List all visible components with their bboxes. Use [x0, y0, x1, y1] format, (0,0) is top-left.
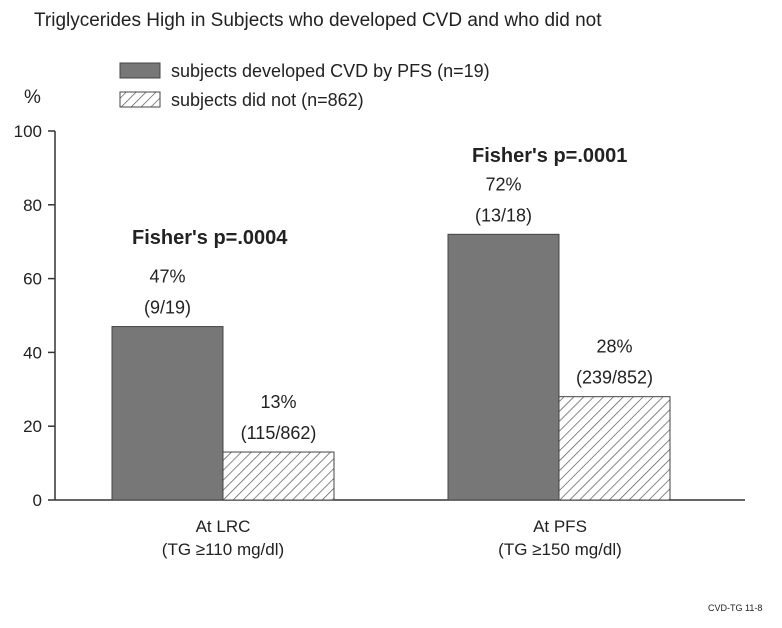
y-tick-label: 80 [23, 196, 42, 215]
data-label-fraction: (9/19) [144, 298, 191, 318]
y-axis-label: % [24, 87, 41, 108]
legend-label-developed: subjects developed CVD by PFS (n=19) [171, 61, 490, 81]
data-label-fraction: (13/18) [475, 205, 532, 225]
y-tick-label: 60 [23, 270, 42, 289]
bar-did-not-lrc [222, 451, 335, 501]
data-label-percent: 72% [485, 174, 521, 194]
y-tick-label: 20 [23, 417, 42, 436]
legend-swatch-hatched [119, 91, 161, 108]
data-label-percent: 28% [596, 337, 632, 357]
legend-label-did-not: subjects did not (n=862) [171, 90, 364, 110]
data-label-fraction: (115/862) [241, 423, 317, 443]
fisher-annotation-lrc: Fisher's p=.0004 [132, 227, 288, 249]
bar-developed-lrc [111, 326, 224, 501]
data-label-percent: 47% [149, 267, 185, 287]
category-label-lrc-line1: At LRC [196, 517, 251, 536]
category-label-pfs-line1: At PFS [533, 517, 587, 536]
data-label-percent: 13% [260, 392, 296, 412]
chart-title: Triglycerides High in Subjects who devel… [34, 10, 602, 31]
y-tick-label: 100 [14, 122, 42, 141]
fisher-annotation-pfs: Fisher's p=.0001 [472, 145, 627, 167]
y-tick-label: 0 [33, 491, 42, 510]
category-label-pfs-line2: (TG ≥150 mg/dl) [498, 540, 622, 559]
bar-developed-pfs [447, 233, 560, 501]
data-label-fraction: (239/852) [576, 368, 653, 388]
footer-code: CVD-TG 11-8 [708, 603, 762, 613]
y-tick-label: 40 [23, 343, 42, 362]
category-label-lrc-line2: (TG ≥110 mg/dl) [162, 540, 284, 559]
bar-did-not-pfs [558, 396, 671, 501]
legend-swatch-solid [119, 62, 161, 79]
